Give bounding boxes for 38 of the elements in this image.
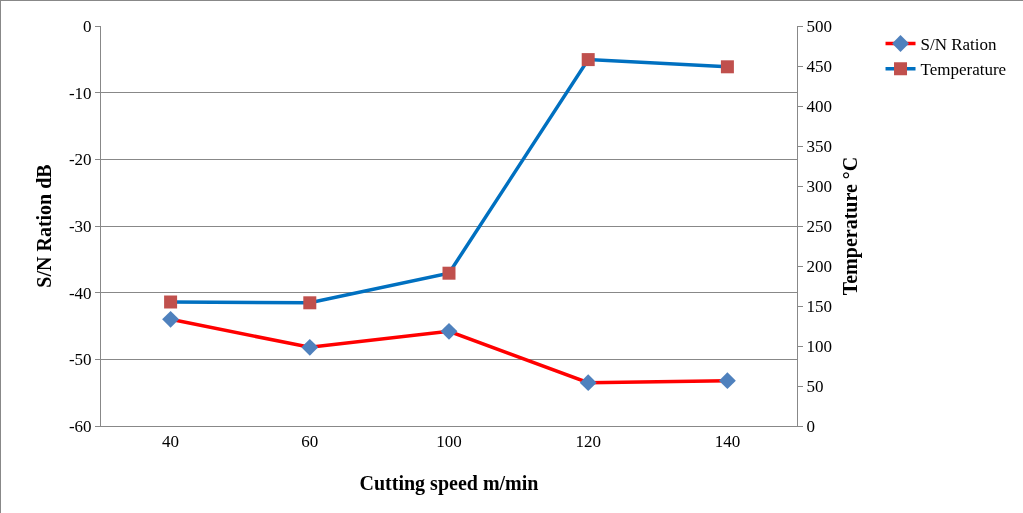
point [440, 322, 458, 340]
y2-tick-label: 250 [806, 216, 832, 236]
point [720, 60, 734, 74]
x-tick-label: 120 [575, 432, 601, 452]
legend-label: Temperature [920, 60, 1007, 80]
y-tick-label: -50 [68, 350, 92, 370]
y2-tick-label: 0 [806, 416, 815, 436]
legend-label: S/N Ration [920, 35, 998, 55]
y-tick-label: -20 [68, 150, 92, 170]
point [303, 296, 317, 310]
y-tick-label: -60 [68, 416, 92, 436]
y-tick-label: -30 [68, 216, 92, 236]
y-tick-label: -40 [68, 283, 92, 303]
y-tick-label: 0 [83, 16, 92, 36]
point [718, 372, 736, 390]
point [164, 295, 178, 309]
point [301, 338, 319, 356]
x-tick-label: 40 [162, 432, 180, 452]
y2-tick-label: 450 [806, 56, 832, 76]
x-tick-label: 100 [436, 432, 462, 452]
x-tick-label: 60 [301, 432, 319, 452]
x-tick-label: 140 [714, 432, 741, 452]
point [581, 53, 595, 67]
x-axis-title: Cutting speed m/min [359, 471, 539, 495]
y2-axis-title: Temperature °C [839, 156, 862, 296]
y-axis-title: S/N Ration dB [33, 164, 55, 288]
y-tick-label: -10 [68, 83, 92, 103]
y2-tick-label: 150 [806, 296, 832, 316]
y2-tick-label: 100 [806, 336, 832, 356]
y2-tick-label: 50 [806, 376, 824, 396]
y2-tick-label: 400 [806, 96, 832, 116]
y2-tick-label: 200 [806, 256, 832, 276]
point [162, 310, 180, 328]
y2-tick-label: 350 [806, 136, 832, 156]
point [579, 374, 597, 392]
y2-tick-label: 500 [806, 16, 832, 36]
point [442, 266, 456, 280]
y2-tick-label: 300 [806, 176, 832, 196]
